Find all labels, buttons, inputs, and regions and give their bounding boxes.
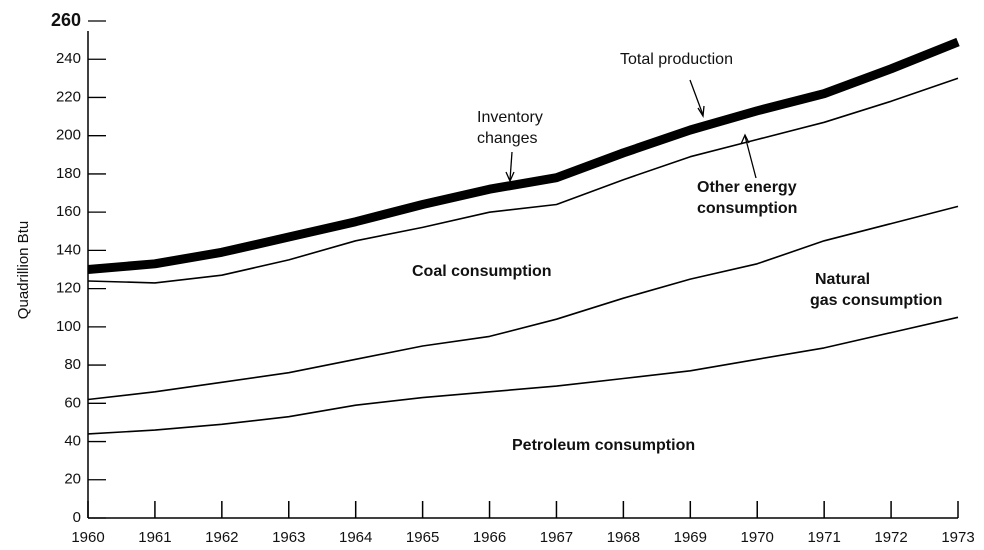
y-tick-label: 160 [56,203,81,220]
y-tick-label: 60 [64,394,81,411]
annotation: Natural gas consumption [810,271,942,309]
annotation-line: Natural [815,271,870,288]
x-tick-label: 1964 [339,529,372,546]
series-line [87,37,960,274]
x-tick-label: 1963 [272,529,305,546]
y-tick-label: 20 [64,471,81,488]
y-tick-label: 140 [56,241,81,258]
y-tick-label: 80 [64,356,81,373]
annotation-line: consumption [697,200,797,217]
y-tick-label: 100 [56,318,81,335]
x-tick-label: 1961 [138,529,171,546]
annotation-line: gas consumption [810,292,942,309]
x-tick-label: 1962 [205,529,238,546]
y-tick-label: 240 [56,50,81,67]
x-tick-label: 1965 [406,529,439,546]
arrows [505,79,757,183]
y-tick-label: 120 [56,280,81,297]
annotation: Coal consumption [412,263,552,280]
series-line [87,205,959,401]
annotation-line: Inventory [477,109,543,126]
x-tick-label: 1967 [540,529,573,546]
annotation-line: changes [477,130,538,147]
x-tick-label: 1971 [807,529,840,546]
series-line [87,77,959,284]
x-tick-label: 1973 [941,529,974,546]
annotation-line: Petroleum consumption [512,437,695,454]
y-tick-label: 200 [56,127,81,144]
annotation-line: Other energy [697,179,797,196]
x-tick-label: 1972 [874,529,907,546]
y-tick-label: 220 [56,88,81,105]
x-tick-label: 1969 [674,529,707,546]
y-tick-label: 260 [51,10,81,30]
y-tick-label: 180 [56,165,81,182]
x-tick-label: 1960 [71,529,104,546]
annotation: Petroleum consumption [512,437,695,454]
x-tick-label: 1968 [607,529,640,546]
y-tick-label: 0 [73,509,81,526]
annotation: Inventory changes [477,109,543,147]
annotation: Total production [620,51,733,68]
series-line [87,316,959,435]
annotation-line: Coal consumption [412,263,552,280]
y-axis-label: Quadrillion Btu [15,221,32,319]
annotation-line: Total production [620,51,733,68]
y-tick-label: 40 [64,433,81,450]
annotation: Other energy consumption [697,179,797,217]
x-tick-label: 1966 [473,529,506,546]
x-tick-label: 1970 [741,529,774,546]
